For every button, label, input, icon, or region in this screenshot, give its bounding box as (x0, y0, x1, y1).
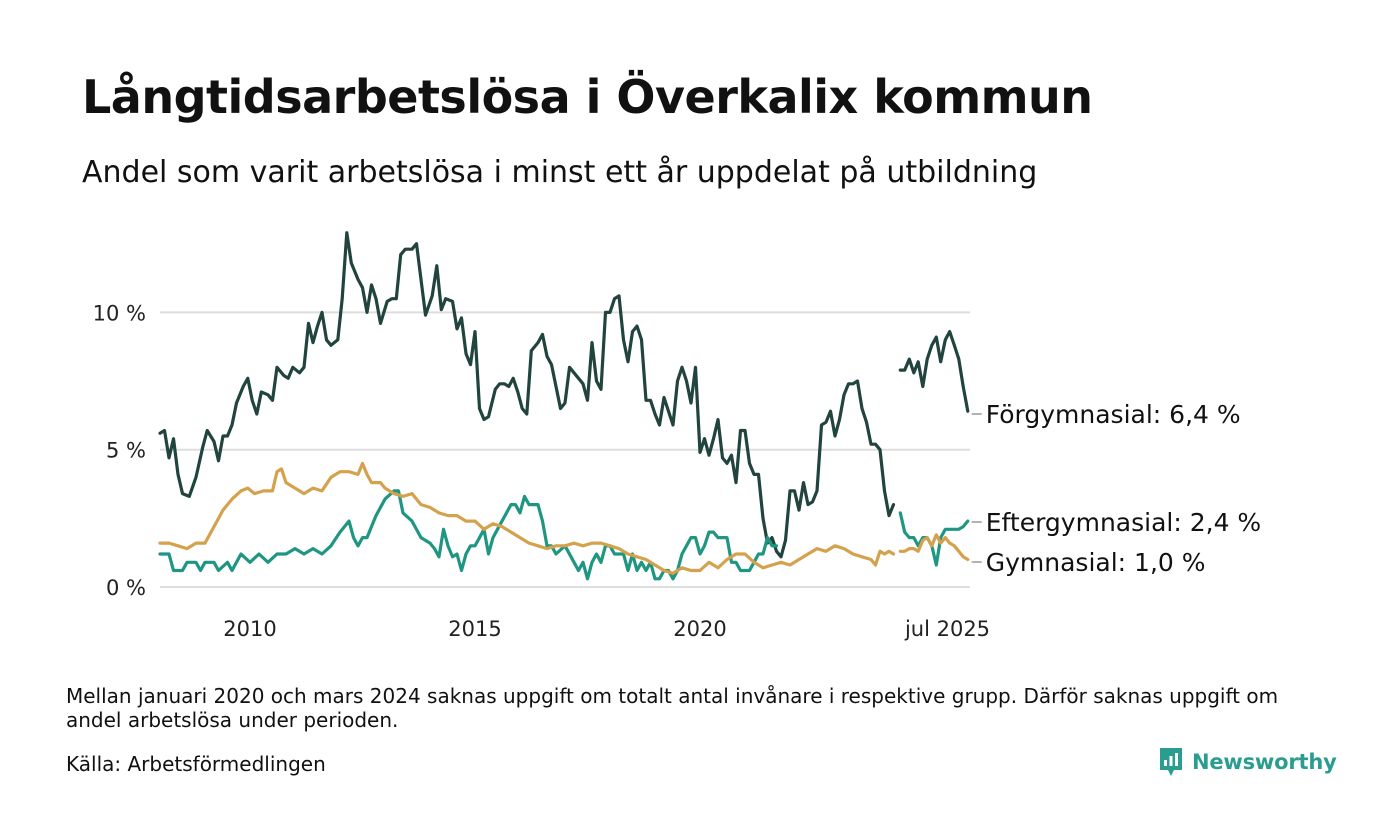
series-line-gymnasial-1 (898, 533, 970, 562)
series-line-eftergymnasial-0 (158, 489, 779, 581)
brand-name: Newsworthy (1192, 750, 1337, 774)
series-line-eftergymnasial-1 (898, 511, 970, 567)
footnote: Mellan januari 2020 och mars 2024 saknas… (66, 684, 1279, 732)
y-tick-label: 0 % (106, 576, 146, 600)
series-line-gymnasial-0 (158, 461, 896, 575)
series-line-förgymnasial-0 (158, 231, 896, 559)
y-tick-label: 5 % (106, 439, 146, 463)
x-tick-label: jul 2025 (904, 617, 990, 641)
y-tick-label: 10 % (93, 301, 146, 325)
y-axis-ticks: 0 % 5 % 10 % (93, 301, 146, 600)
grid-lines (160, 311, 970, 588)
x-axis-ticks: 2010 2015 2020 jul 2025 (223, 617, 990, 641)
chart-title: Långtidsarbetslösa i Överkalix kommun (82, 70, 1093, 124)
series-line-förgymnasial-1 (898, 330, 970, 413)
x-tick-label: 2010 (223, 617, 276, 641)
newsworthy-logo-icon (1160, 748, 1182, 776)
end-label-gymnasial: Gymnasial: 1,0 % (986, 548, 1206, 577)
brand-logo: Newsworthy (1158, 746, 1337, 778)
x-tick-label: 2020 (673, 617, 726, 641)
source-text: Källa: Arbetsförmedlingen (66, 752, 326, 776)
series-lines (158, 231, 970, 581)
end-label-förgymnasial: Förgymnasial: 6,4 % (986, 400, 1241, 429)
series-end-labels: Förgymnasial: 6,4 % Eftergymnasial: 2,4 %… (971, 400, 1261, 577)
x-tick-label: 2015 (448, 617, 501, 641)
end-label-eftergymnasial: Eftergymnasial: 2,4 % (986, 508, 1261, 537)
chart-subtitle: Andel som varit arbetslösa i minst ett å… (82, 155, 1038, 190)
